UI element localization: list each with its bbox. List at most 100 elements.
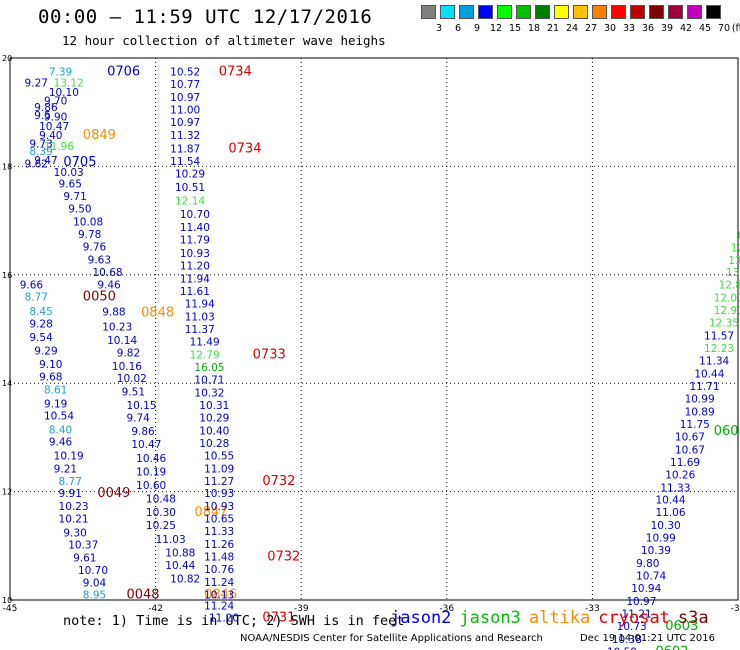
data-label: 10.08 (73, 217, 103, 229)
pass-time-label: 0848 (141, 306, 174, 321)
y-tick-label: 16 (2, 271, 12, 280)
satellite-legend: jason2 jason3 altika cryosat s3a (390, 608, 717, 628)
data-label: 10.23 (102, 321, 132, 333)
data-label: 10.25 (146, 520, 176, 532)
data-label: 10.02 (117, 373, 147, 385)
data-label: 11.24 (204, 577, 234, 589)
data-label: 10.67 (675, 431, 705, 443)
data-label: 10.44 (694, 368, 724, 380)
data-label: 11.03 (185, 312, 215, 324)
data-label: 9.80 (636, 558, 659, 570)
data-label: 11.37 (185, 324, 215, 336)
data-label: 11.33 (204, 526, 234, 538)
data-label: 8.45 (29, 306, 52, 318)
pass-time-label: 0731 (262, 610, 295, 625)
data-label: 13. (728, 255, 740, 267)
data-label: 12.35 (709, 317, 739, 329)
data-label: 10.55 (204, 450, 234, 462)
x-tick-label: -45 (3, 604, 18, 614)
data-label: 10.60 (136, 480, 166, 492)
scale-label: 12 (489, 23, 503, 34)
data-label: 10.77 (170, 79, 200, 91)
data-label: 10.97 (626, 596, 656, 608)
x-tick-label: -42 (148, 604, 163, 614)
data-label: 10.74 (636, 571, 666, 583)
note-text: note: 1) Time is in UTC; 2) SWH is in fe… (63, 613, 405, 629)
data-label: 11.06 (655, 507, 685, 519)
data-label: 9.61 (73, 553, 96, 565)
data-label: 11.79 (180, 235, 210, 247)
data-label: 10.88 (165, 547, 195, 559)
scale-swatch (535, 5, 550, 19)
data-label: 11.75 (680, 419, 710, 431)
data-label: 11.00 (170, 104, 200, 116)
data-label: 9.50 (68, 204, 91, 216)
data-label: 10.15 (126, 400, 156, 412)
data-label: 9.78 (78, 229, 101, 241)
data-label: 10.29 (175, 168, 205, 180)
data-label: 16.05 (194, 362, 224, 374)
data-label: 9.73 (29, 139, 52, 151)
data-label: 10.46 (136, 453, 166, 465)
data-label: 12.14 (175, 196, 205, 208)
data-label: 8.40 (49, 424, 72, 436)
data-label: 9.46 (97, 280, 121, 292)
data-label: 9.29 (34, 346, 57, 358)
data-label: 10.03 (54, 167, 84, 179)
data-label: 9.40 (39, 130, 62, 142)
scale-swatch (573, 5, 588, 19)
data-label: 10.37 (68, 540, 98, 552)
data-label: 10.70 (78, 565, 108, 577)
pass-time-label: 0734 (219, 65, 252, 80)
pass-time-label: 0705 (63, 155, 96, 170)
data-label: 10.47 (39, 121, 69, 133)
x-tick-label: -30 (731, 604, 740, 614)
pass-time-label: 0732 (262, 474, 295, 489)
pass-time-label: 0049 (97, 486, 130, 501)
data-label: 9.27 (25, 77, 48, 89)
data-label: 9.86 (131, 426, 155, 438)
scale-swatch (649, 5, 664, 19)
scale-swatch (668, 5, 683, 19)
data-label: 12.23 (704, 343, 734, 355)
data-label: 10.31 (199, 400, 229, 412)
scale-label: 30 (603, 23, 617, 34)
data-label: 9.54 (29, 332, 53, 344)
scale-swatch (706, 5, 721, 19)
data-label: 9.74 (126, 412, 150, 424)
chart-subtitle: 12 hour collection of altimeter wave hei… (62, 33, 386, 48)
data-label: 10.29 (199, 412, 229, 424)
data-label: 10.93 (204, 501, 234, 513)
data-label: 8.77 (59, 476, 82, 488)
data-label: 9.28 (29, 319, 52, 331)
scale-label: 70 (717, 23, 731, 34)
data-label: 10.19 (54, 450, 84, 462)
scale-swatch (516, 5, 531, 19)
data-label: 9.21 (54, 463, 77, 475)
data-label: 11.20 (209, 612, 239, 624)
pass-time-label: 060 (714, 424, 739, 439)
scale-swatch (611, 5, 626, 19)
data-label: 10.52 (170, 67, 200, 79)
scale-swatch (630, 5, 645, 19)
scale-label: 24 (565, 23, 579, 34)
data-label: 10.16 (112, 361, 142, 373)
data-label: 11.96 (44, 141, 74, 153)
data-label: 10.30 (651, 520, 681, 532)
x-tick-label: -33 (585, 604, 600, 614)
footer-credit: NOAA/NESDIS Center for Satellite Applica… (240, 633, 543, 644)
data-label: 11.27 (204, 476, 234, 488)
data-label: 10.67 (675, 444, 705, 456)
data-label: 10.71 (194, 374, 224, 386)
data-label: 10.38 (612, 634, 642, 646)
data-label: 11.21 (622, 609, 652, 621)
data-label: 10.93 (180, 248, 210, 260)
scale-unit: (ft) (731, 23, 740, 34)
scale-swatch (440, 5, 455, 19)
scale-label: 3 (435, 23, 443, 34)
scale-swatch (478, 5, 493, 19)
y-tick-label: 20 (2, 54, 12, 63)
y-tick-label: 10 (2, 596, 12, 605)
data-label: 10.19 (136, 467, 166, 479)
